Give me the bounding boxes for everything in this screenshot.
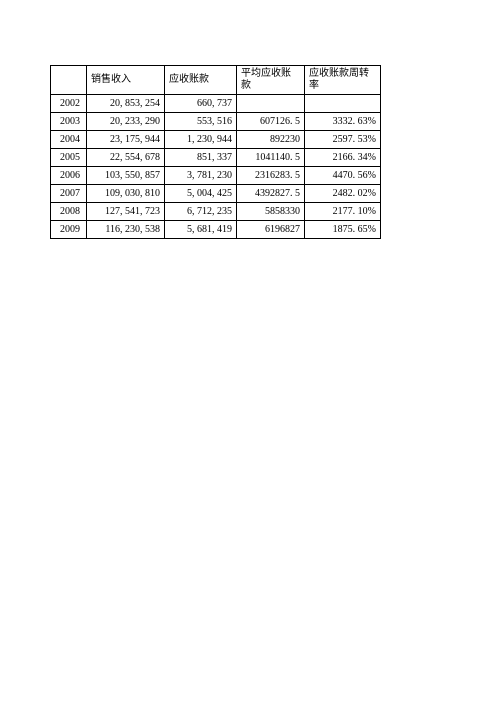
cell-receivables: 851, 337 (165, 149, 237, 167)
cell-sales-revenue: 20, 853, 254 (87, 95, 165, 113)
cell-receivables: 3, 781, 230 (165, 167, 237, 185)
cell-year: 2003 (51, 113, 87, 131)
cell-sales-revenue: 23, 175, 944 (87, 131, 165, 149)
cell-receivables: 5, 681, 419 (165, 221, 237, 239)
header-turnover-rate: 应收账款周转率 (305, 66, 381, 95)
cell-turnover-rate: 2166. 34% (305, 149, 381, 167)
cell-turnover-rate: 2482. 02% (305, 185, 381, 203)
cell-avg-receivables: 5858330 (237, 203, 305, 221)
table-row: 2007 109, 030, 810 5, 004, 425 4392827. … (51, 185, 381, 203)
table-row: 2009 116, 230, 538 5, 681, 419 6196827 1… (51, 221, 381, 239)
cell-year: 2002 (51, 95, 87, 113)
cell-sales-revenue: 127, 541, 723 (87, 203, 165, 221)
cell-sales-revenue: 22, 554, 678 (87, 149, 165, 167)
table-header-row: 销售收入 应收账款 平均应收账款 应收账款周转率 (51, 66, 381, 95)
header-year (51, 66, 87, 95)
table-row: 2005 22, 554, 678 851, 337 1041140. 5 21… (51, 149, 381, 167)
cell-year: 2009 (51, 221, 87, 239)
cell-sales-revenue: 20, 233, 290 (87, 113, 165, 131)
table-row: 2008 127, 541, 723 6, 712, 235 5858330 2… (51, 203, 381, 221)
cell-year: 2008 (51, 203, 87, 221)
header-sales-revenue: 销售收入 (87, 66, 165, 95)
table-row: 2003 20, 233, 290 553, 516 607126. 5 333… (51, 113, 381, 131)
cell-turnover-rate: 3332. 63% (305, 113, 381, 131)
cell-avg-receivables: 892230 (237, 131, 305, 149)
cell-avg-receivables: 2316283. 5 (237, 167, 305, 185)
cell-turnover-rate: 4470. 56% (305, 167, 381, 185)
cell-avg-receivables: 1041140. 5 (237, 149, 305, 167)
table-row: 2004 23, 175, 944 1, 230, 944 892230 259… (51, 131, 381, 149)
table-body: 2002 20, 853, 254 660, 737 2003 20, 233,… (51, 95, 381, 239)
cell-turnover-rate: 2177. 10% (305, 203, 381, 221)
cell-receivables: 553, 516 (165, 113, 237, 131)
cell-year: 2005 (51, 149, 87, 167)
cell-sales-revenue: 109, 030, 810 (87, 185, 165, 203)
cell-avg-receivables: 4392827. 5 (237, 185, 305, 203)
cell-turnover-rate: 2597. 53% (305, 131, 381, 149)
cell-year: 2004 (51, 131, 87, 149)
cell-turnover-rate: 1875. 65% (305, 221, 381, 239)
table-row: 2006 103, 550, 857 3, 781, 230 2316283. … (51, 167, 381, 185)
cell-sales-revenue: 116, 230, 538 (87, 221, 165, 239)
cell-avg-receivables (237, 95, 305, 113)
financial-data-table: 销售收入 应收账款 平均应收账款 应收账款周转率 2002 20, 853, 2… (50, 65, 381, 239)
cell-sales-revenue: 103, 550, 857 (87, 167, 165, 185)
header-avg-receivables: 平均应收账款 (237, 66, 305, 95)
cell-avg-receivables: 6196827 (237, 221, 305, 239)
cell-year: 2006 (51, 167, 87, 185)
header-receivables: 应收账款 (165, 66, 237, 95)
cell-receivables: 660, 737 (165, 95, 237, 113)
cell-avg-receivables: 607126. 5 (237, 113, 305, 131)
cell-receivables: 1, 230, 944 (165, 131, 237, 149)
cell-receivables: 5, 004, 425 (165, 185, 237, 203)
cell-year: 2007 (51, 185, 87, 203)
table-row: 2002 20, 853, 254 660, 737 (51, 95, 381, 113)
cell-turnover-rate (305, 95, 381, 113)
cell-receivables: 6, 712, 235 (165, 203, 237, 221)
